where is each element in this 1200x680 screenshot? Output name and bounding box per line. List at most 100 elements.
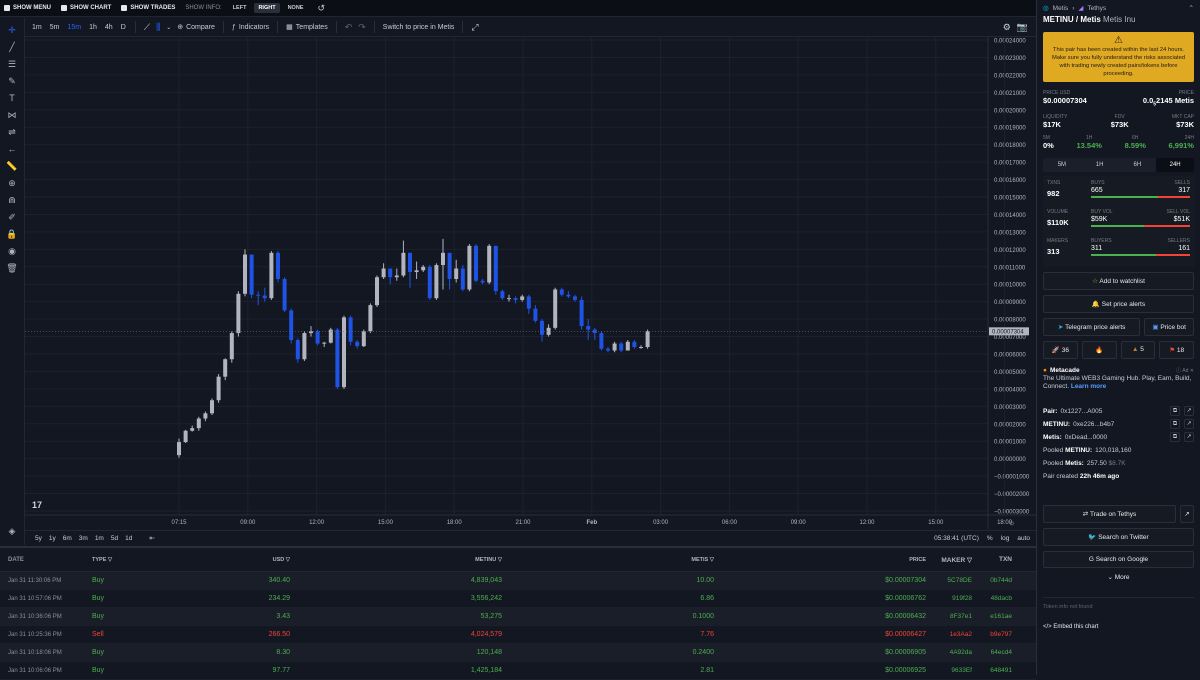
eye-icon[interactable]: ◉ [8,246,16,256]
line-chart-icon[interactable]: ⟋ [143,21,151,32]
crosshair-icon[interactable]: ✛ [8,25,16,35]
trade-txn[interactable]: 648491 [990,667,1012,674]
col-metinu[interactable]: METINU ▽ [290,557,502,563]
trade-txn[interactable]: 48dacb [990,595,1012,602]
trend-line-icon[interactable]: ╱ [9,42,15,52]
trade-txn[interactable]: b9e797 [990,631,1012,638]
more-button[interactable]: ⌄ More [1043,573,1194,581]
filter-icon[interactable]: ▽ [967,556,972,564]
redo-icon[interactable]: ↷ [358,21,366,32]
utc-clock[interactable]: 05:38:41 (UTC) [934,534,979,542]
price-chart[interactable]: 0.00024000 0.00023000 0.00022000 0.00021000… [25,37,1036,529]
trade-maker[interactable]: 4A92da [949,649,972,656]
layers-icon[interactable]: ◈ [8,526,16,536]
show-menu-toggle[interactable]: SHOW MENU [4,5,51,11]
filter-icon[interactable]: ▽ [107,556,113,563]
reaction-fire-button[interactable]: 🔥 [1081,340,1117,359]
external-link-icon[interactable]: ↗ [1184,419,1194,429]
col-metis[interactable]: METIS ▽ [502,557,714,563]
trade-on-tethys-button[interactable]: ⇄ Trade on Tethys [1043,504,1176,523]
pencil-lock-icon[interactable]: ✐ [8,212,16,222]
trade-txn[interactable]: e161ae [990,613,1012,620]
ad-learn-more-link[interactable]: Learn more [1070,382,1107,390]
range-6m[interactable]: 6m [62,534,72,542]
copy-icon[interactable]: ⧉ [1170,419,1180,429]
trade-maker[interactable]: 5C78DE [947,577,972,584]
reset-layout-icon[interactable]: ↺ [317,2,325,13]
text-icon[interactable]: T [9,93,15,103]
table-row[interactable]: Jan 31 10:57:06 PM Buy 234.29 3,556,242 6.86… [0,590,1036,608]
price-bot-button[interactable]: ▣ Price bot [1144,317,1194,336]
reaction-poop-button[interactable]: ▲ 5 [1120,340,1156,359]
dex-link[interactable]: Tethys [1087,4,1107,12]
trash-icon[interactable]: 🗑 [6,263,18,273]
pattern-icon[interactable]: ⋈ [7,110,17,120]
col-price[interactable]: PRICE [909,556,926,563]
copy-icon[interactable]: ⧉ [1170,432,1180,442]
tab-6h[interactable]: 6H [1133,161,1142,168]
range-1y[interactable]: 1y [48,534,56,542]
filter-icon[interactable]: ▽ [709,556,714,563]
trade-txn[interactable]: 64ecd4 [990,649,1012,656]
col-date[interactable]: DATE [8,556,24,563]
ruler-icon[interactable]: 📏 [6,161,18,171]
table-row[interactable]: Jan 31 10:06:06 PM Buy 97.77 1,425,184 2.81 $… [0,662,1036,680]
reaction-rocket-button[interactable]: 🚀 36 [1043,340,1078,359]
trade-txn[interactable]: 0b744d [990,577,1012,584]
set-price-alerts-button[interactable]: 🔔 Set price alerts [1043,294,1194,313]
zoom-icon[interactable]: ⊕ [8,178,16,188]
goto-date-icon[interactable]: ⇤ [149,535,155,542]
range-5y[interactable]: 5y [35,534,42,542]
filter-icon[interactable]: ▽ [285,556,290,563]
magnet-icon[interactable]: ⋒ [8,195,16,205]
col-maker[interactable]: MAKER ▽ [926,556,972,564]
col-txn[interactable]: TXN [999,556,1012,563]
range-5d[interactable]: 5d [110,534,119,542]
fullscreen-icon[interactable]: ⤢ [471,21,479,32]
col-usd[interactable]: USD ▽ [120,557,290,563]
settings-icon[interactable]: ⚙ [1002,21,1011,32]
show-chart-toggle[interactable]: SHOW CHART [61,5,111,11]
filter-icon[interactable]: ▽ [497,556,502,563]
chevron-up-icon[interactable]: ⌃ [1188,5,1194,12]
auto-toggle[interactable]: auto [1017,534,1030,542]
trade-maker[interactable]: 919f28 [952,595,972,602]
search-google-button[interactable]: G Search on Google [1043,550,1194,568]
templates-button[interactable]: ▦ Templates [284,21,330,33]
table-row[interactable]: Jan 31 10:25:36 PM Sell 266.50 4,024,579 7.7… [0,626,1036,644]
timeframe-1h[interactable]: 1h [89,23,97,31]
brush-icon[interactable]: ✎ [8,76,16,86]
trade-maker[interactable]: 9633Ef [951,667,972,674]
col-type[interactable]: TYPE ▽ [80,557,120,563]
trade-maker[interactable]: 1e3Aa2 [949,631,972,638]
tab-1h[interactable]: 1H [1095,161,1104,168]
trade-maker[interactable]: 8F37e1 [949,613,972,620]
timeframe-5m[interactable]: 5m [49,23,60,31]
close-icon[interactable]: ✕ [1189,367,1194,374]
external-link-icon[interactable]: ↗ [1184,406,1194,416]
camera-icon[interactable]: 📷 [1016,21,1028,32]
log-toggle[interactable]: log [1000,534,1010,542]
timeframe-1m[interactable]: 1m [32,23,42,31]
show-info-right-button[interactable]: RIGHT [254,3,280,13]
compare-button[interactable]: ⊕ Compare [175,21,217,33]
telegram-alerts-button[interactable]: ➤ Telegram price alerts [1043,317,1141,336]
lock-icon[interactable]: 🔒 [6,229,18,239]
indicators-button[interactable]: ƒ Indicators [230,22,271,33]
sponsored-ad[interactable]: ● Metacade ⓘ Ad ✕ The Ultimate WEB3 Gaming… [1043,367,1194,391]
table-row[interactable]: Jan 31 10:36:06 PM Buy 3.43 53,275 0.1000 $0.… [0,608,1036,626]
back-arrow-icon[interactable]: ← [7,144,17,154]
show-trades-toggle[interactable]: SHOW TRADES [121,5,175,11]
tab-5m[interactable]: 5M [1057,161,1067,168]
reaction-flag-button[interactable]: ⚑ 18 [1159,340,1194,359]
candles-icon[interactable]: ⫼ [156,21,161,32]
percent-toggle[interactable]: % [986,534,993,542]
measure-icon[interactable]: ⇌ [8,127,16,137]
external-link-icon[interactable]: ↗ [1180,504,1194,523]
search-twitter-button[interactable]: 🐦 Search on Twitter [1043,527,1194,546]
undo-icon[interactable]: ↶ [344,21,353,32]
range-1m[interactable]: 1m [94,534,104,542]
embed-chart-link[interactable]: </> Embed this chart [1043,624,1194,630]
copy-icon[interactable]: ⧉ [1170,406,1180,416]
range-1d[interactable]: 1d [125,534,133,542]
